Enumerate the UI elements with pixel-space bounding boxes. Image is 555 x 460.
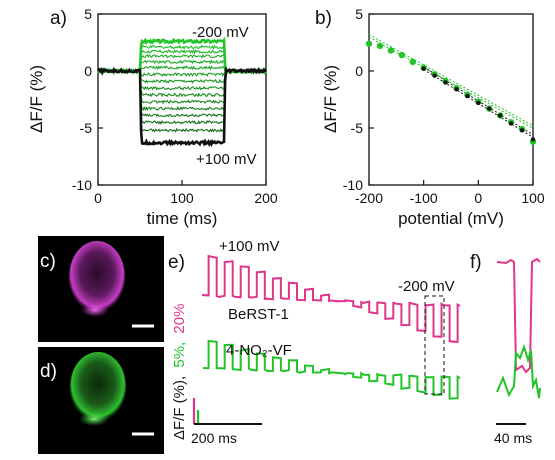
- panel-a-yticks: 5 0 -5 -10: [72, 6, 103, 193]
- panel-b-point: [465, 93, 470, 99]
- panel-b-ytick-label: 5: [355, 6, 363, 22]
- panel-b-ytick-label: 0: [355, 63, 363, 79]
- panel-a: a) 5 0 -5 -10 0 100 200 -200 mV +100 mV time …: [27, 6, 278, 228]
- panel-b-xticks: -200 -100 0 100: [355, 180, 545, 206]
- panel-b-label: b): [315, 8, 332, 29]
- panel-b-point: [421, 66, 426, 71]
- panel-e-series-name-vf: 4-NO₂-VF: [226, 342, 292, 359]
- panel-a-xlabel: time (ms): [147, 209, 218, 228]
- panel-b-point: [498, 113, 503, 118]
- panel-b-point: [387, 47, 395, 54]
- panel-b-point: [376, 42, 384, 50]
- panel-f-trace-green: [496, 343, 541, 399]
- panel-b-point: [487, 106, 492, 111]
- panel-b-yticks: 5 0 -5 -10: [343, 6, 374, 193]
- panel-b-fit-line: [368, 34, 534, 127]
- panel-b-xlabel: potential (mV): [398, 209, 504, 228]
- panel-b-point: [519, 128, 525, 133]
- panel-a-xtick-label: 0: [94, 190, 102, 206]
- panel-c-label: c): [40, 251, 56, 272]
- panel-c-cell: [69, 241, 125, 313]
- panel-b-point: [365, 40, 373, 47]
- panel-e-time-scale-label: 200 ms: [191, 430, 237, 446]
- panel-a-ytick-label: -5: [80, 120, 93, 136]
- panel-b-point: [476, 100, 481, 106]
- panel-e-ylabel-magenta: 20%: [171, 304, 188, 334]
- panel-e-annotation-neg200: -200 mV: [398, 278, 455, 295]
- panel-a-trace: [97, 44, 267, 74]
- panel-e: e) +100 mV -200 mV BeRST-1 4-NO₂-VF ΔF/F…: [168, 238, 461, 446]
- panel-d-label: d): [40, 361, 57, 382]
- panel-b-ytick-label: -10: [343, 177, 363, 193]
- panel-e-ylabel-green: 5%,: [171, 342, 188, 368]
- panel-f-time-scale-label: 40 ms: [494, 430, 532, 446]
- panel-d-cell-bright-spot: [79, 412, 109, 426]
- panel-f-label: f): [470, 252, 482, 273]
- panel-a-ytick-label: -10: [72, 177, 92, 193]
- panel-a-label: a): [50, 8, 67, 29]
- panel-b-point: [508, 121, 514, 126]
- panel-b-point: [530, 137, 536, 142]
- panel-a-ylabel: ΔF/F (%): [27, 65, 46, 133]
- panel-d: d): [38, 347, 164, 454]
- panel-e-ylabel: ΔF/F (%), 5%, 20%: [171, 304, 188, 440]
- panel-b-point: [443, 80, 448, 85]
- panel-e-annotation-pos100: +100 mV: [219, 238, 279, 255]
- panel-b-ytick-label: -5: [351, 120, 364, 136]
- panel-b-plot: [365, 34, 537, 145]
- panel-c-cell-bright-spot: [81, 303, 109, 317]
- panel-e-ylabel-prefix: ΔF/F (%),: [171, 376, 188, 440]
- panel-b-xtick-label: -100: [410, 190, 438, 206]
- panel-b-ylabel: ΔF/F (%): [321, 65, 340, 133]
- panel-a-traces: [96, 36, 268, 148]
- panel-a-trace: [97, 68, 267, 98]
- panel-e-trace-vf: [202, 339, 461, 400]
- panel-f-trace-magenta: [496, 257, 541, 374]
- panel-f: f) 40 ms: [470, 252, 541, 446]
- panel-a-ytick-label: 5: [84, 6, 92, 22]
- panel-b-point: [432, 73, 437, 78]
- panel-d-cell: [70, 352, 126, 422]
- panel-e-series-name-berst: BeRST-1: [228, 306, 289, 323]
- panel-a-trace: [96, 66, 268, 148]
- panel-a-xtick-label: 100: [170, 190, 194, 206]
- panel-a-annotation-pos100: +100 mV: [196, 151, 256, 168]
- panel-e-zoom-box: [424, 295, 445, 395]
- panel-b: b) 5 0 -5 -10 -200 -100 0 100 potential (mV) Δ…: [315, 6, 545, 228]
- panel-b-xtick-label: -200: [355, 190, 383, 206]
- panel-b-xtick-label: 100: [521, 190, 545, 206]
- panel-e-trace-berst: [202, 254, 461, 344]
- panel-b-point: [398, 51, 405, 59]
- panel-a-annotation-neg200: -200 mV: [192, 24, 249, 41]
- panel-b-xtick-label: 0: [474, 190, 482, 206]
- panel-c: c): [38, 236, 164, 342]
- panel-a-xtick-label: 200: [254, 190, 278, 206]
- panel-b-fit-line-band: [368, 36, 534, 129]
- panel-b-frame: [368, 13, 534, 186]
- panel-e-traces: [202, 254, 461, 400]
- svg-text:ΔF/F (%), 5%,: ΔF/F (%), 5%, 20%: [171, 304, 188, 440]
- panel-e-label: e): [168, 252, 185, 273]
- panel-b-point: [454, 87, 459, 92]
- panel-b-point: [409, 58, 416, 66]
- panel-a-xticks: 0 100 200: [94, 180, 278, 206]
- panel-a-ytick-label: 0: [84, 63, 92, 79]
